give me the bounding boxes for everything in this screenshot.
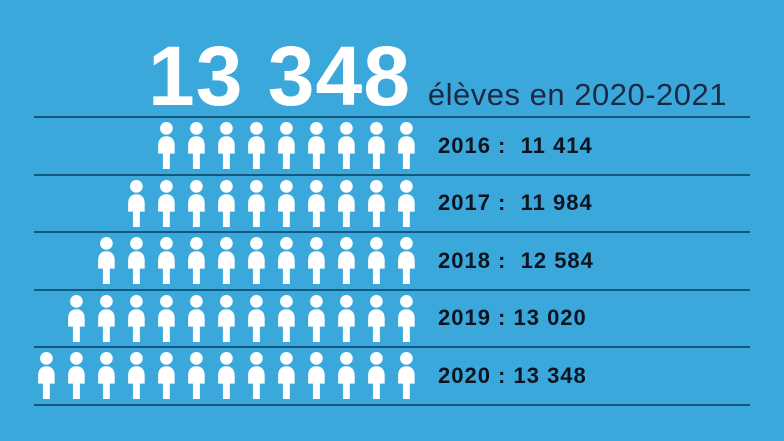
header: 13 348 élèves en 2020-2021: [0, 0, 784, 123]
person-icon: [188, 122, 205, 170]
year-row: 2019 : 13 020: [34, 288, 750, 347]
person-icon: [338, 179, 355, 227]
person-icon: [248, 122, 265, 170]
person-icon: [368, 237, 385, 285]
year-value-label: 2017 : 11 984: [438, 190, 593, 216]
person-icon: [158, 122, 176, 170]
year-value-label: 2020 : 13 348: [438, 362, 587, 388]
person-icon: [98, 294, 116, 342]
person-icon: [248, 237, 265, 285]
headline-number: 13 348: [148, 29, 411, 123]
year-value-label: 2018 : 12 584: [438, 247, 594, 273]
person-icon: [218, 352, 235, 400]
person-icon: [398, 352, 415, 400]
person-icon: [368, 294, 385, 342]
person-icon: [218, 237, 235, 285]
person-icon: [188, 179, 205, 227]
person-icon: [158, 237, 176, 285]
person-icon: [128, 237, 146, 285]
pictogram-icons: [34, 294, 418, 342]
year-row: 2018 : 12 584: [34, 231, 750, 289]
pictogram-icons: [34, 122, 418, 170]
year-value-label: 2016 : 11 414: [438, 132, 593, 158]
headline-label: élèves en 2020-2021: [427, 77, 727, 112]
person-icon: [128, 294, 146, 342]
person-icon: [248, 352, 265, 400]
person-icon: [218, 179, 235, 227]
person-icon: [368, 122, 385, 170]
person-icon: [128, 352, 146, 400]
person-icon: [278, 237, 295, 285]
person-icon: [338, 352, 355, 400]
person-icon: [398, 122, 415, 170]
person-icon: [98, 352, 116, 400]
person-icon: [158, 179, 176, 227]
person-icon: [38, 352, 56, 400]
pictogram-icons: [34, 352, 418, 400]
person-icon: [368, 352, 385, 400]
pictogram-icons: [34, 179, 418, 227]
person-icon: [398, 237, 415, 285]
person-icon: [218, 294, 235, 342]
person-icon: [158, 294, 176, 342]
person-icon: [368, 179, 385, 227]
person-icon: [128, 179, 146, 227]
person-icon: [158, 352, 176, 400]
person-icon: [248, 294, 265, 342]
person-icon: [308, 122, 325, 170]
pictogram-rows: 2016 : 11 414 2017 : 11 984 2018 : 12 58…: [34, 116, 750, 406]
person-icon: [188, 352, 205, 400]
person-icon: [278, 179, 295, 227]
year-row: 2020 : 13 348: [34, 346, 750, 404]
year-value-label: 2019 : 13 020: [438, 305, 587, 331]
person-icon: [338, 122, 355, 170]
person-icon: [68, 352, 86, 400]
person-icon: [308, 179, 325, 227]
person-icon: [398, 179, 415, 227]
person-icon: [338, 294, 355, 342]
pictogram-icons: [34, 237, 418, 285]
person-icon: [308, 237, 325, 285]
person-icon: [218, 122, 235, 170]
person-icon: [308, 352, 325, 400]
year-row: 2017 : 11 984: [34, 173, 750, 232]
person-icon: [248, 179, 265, 227]
person-icon: [188, 294, 205, 342]
person-icon: [338, 237, 355, 285]
person-icon: [68, 294, 86, 342]
year-row: 2016 : 11 414: [34, 116, 750, 174]
person-icon: [308, 294, 325, 342]
person-icon: [278, 352, 295, 400]
person-icon: [188, 237, 205, 285]
person-icon: [398, 294, 415, 342]
person-icon: [278, 122, 295, 170]
person-icon: [98, 237, 116, 285]
person-icon: [278, 294, 295, 342]
